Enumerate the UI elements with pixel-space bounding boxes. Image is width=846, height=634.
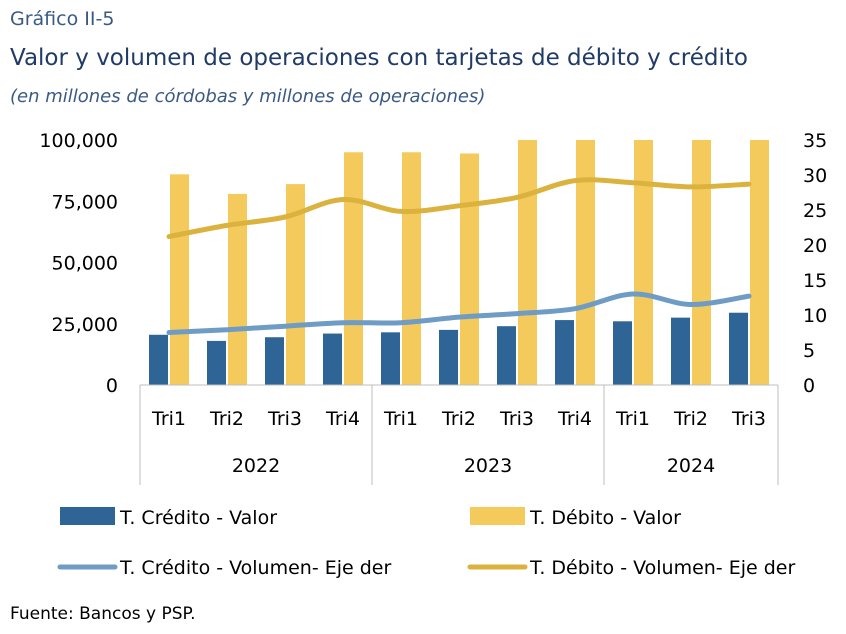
group-label: 2024 — [667, 455, 715, 477]
bar-credito-valor — [265, 337, 284, 385]
y-left-tick-label: 100,000 — [39, 130, 118, 152]
bar-credito-valor — [149, 334, 168, 385]
bar-credito-valor — [555, 320, 574, 385]
y-right-tick-label: 30 — [803, 165, 827, 187]
y-right-tick-label: 15 — [803, 270, 827, 292]
bar-credito-valor — [671, 317, 690, 385]
y-left-tick-label: 75,000 — [52, 191, 118, 213]
y-right-tick-label: 20 — [803, 235, 827, 257]
x-tick-label: Tri4 — [325, 408, 360, 430]
x-tick-label: Tri2 — [209, 408, 244, 430]
x-tick-label: Tri3 — [731, 408, 766, 430]
legend-label: T. Débito - Valor — [529, 507, 681, 529]
bar-debito-valor — [634, 140, 653, 385]
x-axis: Tri1 Tri2 Tri3 Tri4 Tri1 Tri2 Tri3 Tri4 Tri1 Tri2… — [139, 384, 779, 485]
legend-label: T. Débito - Volumen- Eje der — [529, 557, 795, 579]
y-left-tick-label: 50,000 — [52, 253, 118, 275]
bar-debito-valor — [228, 193, 247, 385]
bar-debito-valor — [170, 174, 189, 385]
chart-title: Valor y volumen de operaciones con tarje… — [10, 45, 748, 71]
legend-swatch — [470, 507, 525, 525]
bar-debito-valor — [692, 140, 711, 385]
chart-subtitle: (en millones de córdobas y millones de o… — [10, 86, 486, 107]
bar-credito-valor — [323, 333, 342, 385]
y-right-tick-label: 0 — [803, 375, 815, 397]
y-right-tick-label: 5 — [803, 340, 815, 362]
bar-credito-valor — [613, 321, 632, 385]
legend: T. Crédito - Valor T. Débito - Valor T. Cr… — [57, 507, 795, 579]
x-tick-label: Tri1 — [615, 408, 650, 430]
legend-label: T. Crédito - Volumen- Eje der — [119, 557, 391, 579]
source-note: Fuente: Bancos y PSP. — [10, 604, 196, 624]
bar-credito-valor — [439, 329, 458, 385]
x-tick-label: Tri2 — [673, 408, 708, 430]
x-tick-label: Tri1 — [383, 408, 418, 430]
bar-debito-valor — [402, 152, 421, 385]
bars — [149, 140, 769, 385]
bar-debito-valor — [750, 140, 769, 385]
bar-debito-valor — [518, 140, 537, 385]
bar-credito-valor — [207, 340, 226, 385]
bar-credito-valor — [497, 326, 516, 385]
y-left-tick-label: 25,000 — [52, 314, 118, 336]
chart-number: Gráfico II-5 — [10, 8, 115, 30]
bar-debito-valor — [576, 140, 595, 385]
x-tick-label: Tri3 — [499, 408, 534, 430]
legend-swatch — [60, 507, 115, 525]
x-tick-label: Tri2 — [441, 408, 476, 430]
bar-credito-valor — [381, 332, 400, 385]
y-right-tick-label: 35 — [803, 130, 827, 152]
y-left-tick-label: 0 — [106, 375, 118, 397]
bar-debito-valor — [344, 152, 363, 385]
x-tick-label: Tri1 — [151, 408, 186, 430]
y-right-tick-label: 25 — [803, 200, 827, 222]
bar-credito-valor — [729, 312, 748, 385]
combo-chart: 0 25,000 50,000 75,000 100,000 0 5 10 15 20 25 30 3… — [39, 130, 827, 579]
bar-debito-valor — [460, 153, 479, 385]
x-tick-label: Tri3 — [267, 408, 302, 430]
left-axis: 0 25,000 50,000 75,000 100,000 — [39, 130, 118, 397]
group-label: 2022 — [232, 455, 280, 477]
lines — [166, 177, 752, 335]
bar-debito-valor — [286, 184, 305, 385]
line-credito-volumen — [166, 291, 752, 335]
right-axis: 0 5 10 15 20 25 30 35 — [803, 130, 827, 397]
legend-label: T. Crédito - Valor — [119, 507, 277, 529]
line-debito-volumen — [166, 177, 752, 240]
x-tick-label: Tri4 — [557, 408, 592, 430]
y-right-tick-label: 10 — [803, 305, 827, 327]
group-label: 2023 — [464, 455, 512, 477]
